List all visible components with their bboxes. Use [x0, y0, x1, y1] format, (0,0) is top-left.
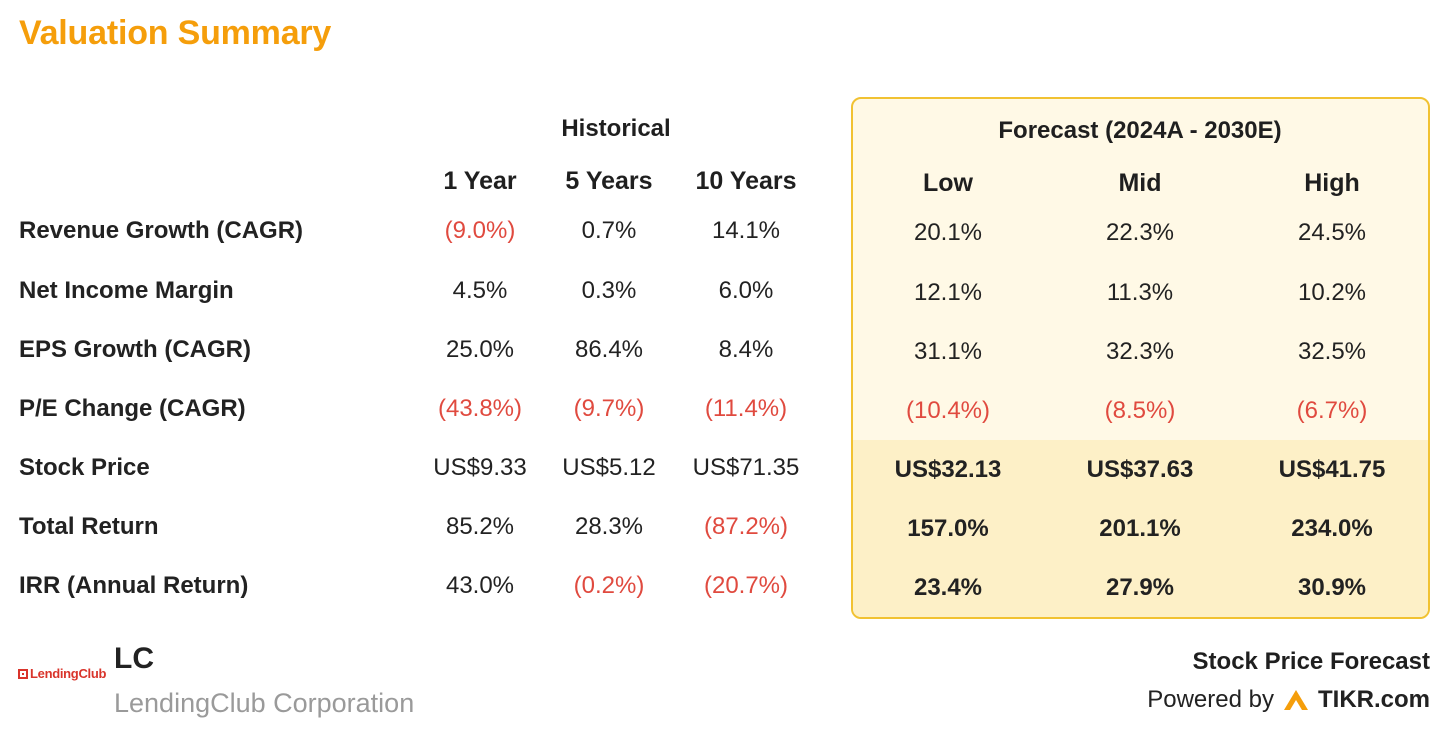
cell-10-years: 14.1%: [711, 217, 781, 244]
row-label: IRR (Annual Return): [19, 572, 249, 599]
cell-1-year: (43.8%): [437, 395, 523, 422]
cell-5-years: 28.3%: [574, 513, 644, 540]
cell-10-years: (87.2%): [703, 513, 789, 540]
forecast-panel: [851, 97, 1430, 619]
company-name: LendingClub Corporation: [114, 688, 415, 718]
cell-10-years: 6.0%: [718, 277, 774, 304]
tikr-logo-icon: [1283, 690, 1308, 710]
cell-low: 23.4%: [913, 574, 983, 601]
cell-10-years: (20.7%): [703, 572, 789, 599]
column-header-1-year: 1 Year: [443, 167, 517, 195]
cell-low: 157.0%: [907, 515, 989, 542]
column-header-low: Low: [923, 169, 973, 197]
cell-low: 20.1%: [913, 219, 983, 246]
row-label: Revenue Growth (CAGR): [19, 217, 304, 244]
cell-10-years: 8.4%: [718, 336, 774, 363]
powered-by: Powered by TIKR.com: [1147, 686, 1430, 714]
row-label: EPS Growth (CAGR): [19, 336, 251, 363]
cell-10-years: (11.4%): [704, 395, 788, 422]
row-label: Net Income Margin: [19, 277, 234, 304]
cell-mid: 11.3%: [1106, 279, 1174, 306]
cell-mid: (8.5%): [1104, 397, 1176, 424]
row-label: P/E Change (CAGR): [19, 395, 246, 422]
company-logo-text: LendingClub: [30, 666, 107, 681]
cell-5-years: (9.7%): [573, 395, 645, 422]
forecast-footer-label: Stock Price Forecast: [1192, 648, 1430, 675]
cell-high: 30.9%: [1297, 574, 1367, 601]
cell-high: US$41.75: [1278, 456, 1386, 483]
tikr-brand: TIKR.com: [1317, 686, 1430, 713]
cell-high: (6.7%): [1296, 397, 1368, 424]
lendingclub-logo-icon: [18, 668, 28, 679]
powered-by-text: Powered by: [1147, 686, 1274, 713]
forecast-header: Forecast (2024A - 2030E): [998, 117, 1282, 144]
cell-1-year: 85.2%: [445, 513, 515, 540]
column-header-high: High: [1304, 169, 1360, 197]
cell-5-years: (0.2%): [573, 572, 645, 599]
cell-5-years: 0.3%: [581, 277, 637, 304]
cell-1-year: 43.0%: [445, 572, 515, 599]
column-header-mid: Mid: [1118, 169, 1162, 197]
cell-1-year: (9.0%): [444, 217, 516, 244]
cell-10-years: US$71.35: [692, 454, 800, 481]
cell-mid: 22.3%: [1105, 219, 1175, 246]
column-header-5-years: 5 Years: [565, 167, 653, 195]
company-logo: LendingClub: [18, 666, 106, 681]
cell-low: 31.1%: [913, 338, 983, 365]
cell-high: 24.5%: [1297, 219, 1367, 246]
cell-high: 10.2%: [1297, 279, 1367, 306]
cell-5-years: 86.4%: [574, 336, 644, 363]
cell-mid: 201.1%: [1099, 515, 1181, 542]
cell-mid: 27.9%: [1105, 574, 1175, 601]
column-header-10-years: 10 Years: [695, 167, 797, 195]
cell-low: (10.4%): [905, 397, 991, 424]
cell-mid: 32.3%: [1105, 338, 1175, 365]
row-label: Stock Price: [19, 454, 150, 481]
cell-1-year: 25.0%: [445, 336, 515, 363]
cell-low: US$32.13: [894, 456, 1002, 483]
cell-5-years: US$5.12: [562, 454, 656, 481]
cell-1-year: US$9.33: [433, 454, 527, 481]
cell-5-years: 0.7%: [581, 217, 637, 244]
cell-low: 12.1%: [913, 279, 983, 306]
row-label: Total Return: [19, 513, 159, 540]
forecast-lower-band: [853, 440, 1428, 617]
cell-high: 234.0%: [1291, 515, 1373, 542]
cell-mid: US$37.63: [1086, 456, 1194, 483]
page-title: Valuation Summary: [19, 14, 332, 52]
cell-high: 32.5%: [1297, 338, 1367, 365]
cell-1-year: 4.5%: [452, 277, 508, 304]
historical-header: Historical: [561, 115, 671, 142]
company-ticker: LC: [114, 642, 154, 675]
